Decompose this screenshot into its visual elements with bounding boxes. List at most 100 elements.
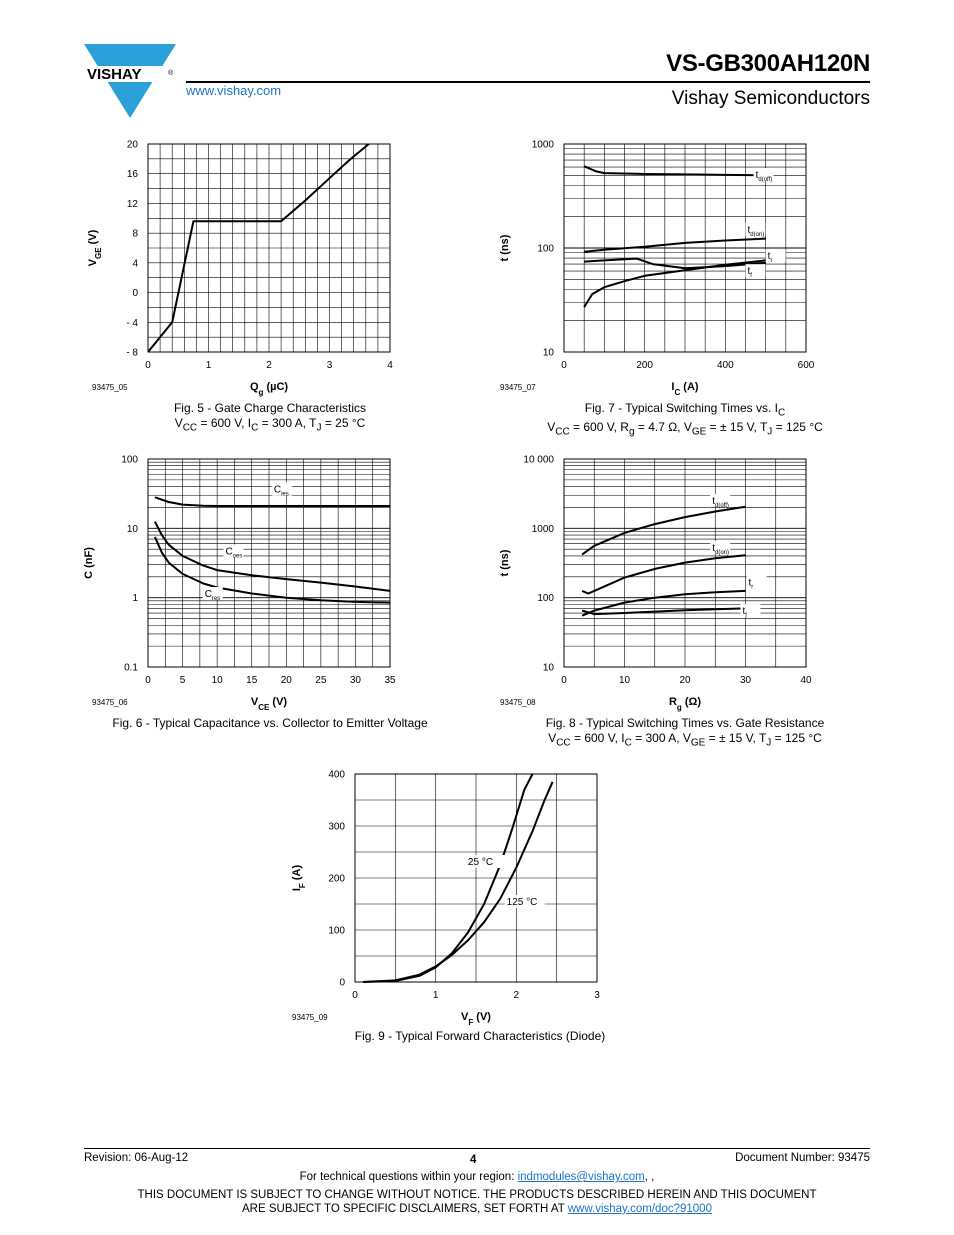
fig5-ytick-label: 4 [132,258,138,269]
fig8-frame [563,458,807,668]
fig9-xlabel: VF (V) [461,1011,491,1027]
fig9-chart: 0 1 2 3 0 100 200 300 400 VF (V) IF (A) 93475_09 25 … [291,770,600,1027]
fig7-series-line-3 [583,259,766,308]
fig9-ytick-label: 400 [328,770,345,781]
fig9-grid [354,773,598,983]
fig8-figure-code: 93475_08 [500,698,536,707]
fig5-ytick-label: 8 [132,229,138,240]
fig6-xtick-label: 25 [315,675,327,686]
fig7-xtick-label: 200 [636,360,653,371]
fig6-xtick-label: 5 [180,675,186,686]
company-subtitle: Vishay Semiconductors [671,88,870,109]
fig6-ytick-label: 10 [127,524,139,535]
fig5-caption-line-1: VCC = 600 V, IC = 300 A, TJ = 25 °C [174,416,366,434]
fig6-frame [147,458,391,668]
fig6-xtick-label: 30 [350,675,362,686]
fig6-series-label-bg-1 [223,544,244,558]
fig5-ylabel: VGE (V) [87,229,103,266]
svg-text:®: ® [168,69,174,77]
fig6-xtick-label: 20 [281,675,293,686]
website-link[interactable]: www.vishay.com [186,83,282,98]
header-rule [186,81,870,83]
fig9-figure-code: 93475_09 [292,1013,328,1022]
disclaimer-prefix: ARE SUBJECT TO SPECIFIC DISCLAIMERS, SET… [242,1203,568,1215]
fig5-xtick-label: 0 [145,360,151,371]
fig6-series-label-bg-2 [202,587,223,601]
fig7-caption-line-1: VCC = 600 V, Rg = 4.7 Ω, VGE = ± 15 V, T… [547,420,823,438]
fig5-xtick-label: 2 [266,360,272,371]
fig7-series-line-1 [584,237,766,253]
tech-email-link[interactable]: indmodules@vishay.com [517,1171,645,1183]
fig7-series-label-3: tf [748,266,753,279]
fig9-caption: Fig. 9 - Typical Forward Characteristics… [300,1029,660,1044]
fig8-grid [563,459,807,668]
fig9-caption-line-0: Fig. 9 - Typical Forward Characteristics… [354,1029,606,1043]
tech-contact: For technical questions within your regi… [0,1171,954,1183]
svg-text:VISHAY: VISHAY [87,66,141,83]
tech-contact-prefix: For technical questions within your regi… [299,1171,518,1183]
fig9-series-label-0: 25 °C [468,857,493,868]
fig6-series-label-bg-0 [271,482,292,496]
part-number-title: VS-GB300AH120N [666,50,870,77]
fig6-caption: Fig. 6 - Typical Capacitance vs. Collect… [80,716,460,731]
fig7-ytick-label: 1000 [532,140,555,151]
fig7-chart: 0 200 400 600 10 100 1000 IC (A) t (ns) 93475_07 t… [499,140,815,397]
revision-date: Revision: 06-Aug-12 [84,1152,189,1164]
fig5-ytick-label: 20 [127,140,139,151]
fig7-figure-code: 93475_07 [500,383,536,392]
fig9-ytick-label: 100 [328,926,345,937]
fig7-xtick-label: 0 [561,360,567,371]
disclaimer-link[interactable]: www.vishay.com/doc?91000 [567,1203,712,1215]
fig5-figure-code: 93475_05 [92,383,128,392]
fig8-chart: 0 10 20 30 40 10 100 1000 10 000 Rg (Ω) t (ns) 9347… [499,455,812,712]
fig7-ytick-label: 10 [543,348,555,359]
fig7-caption-line-0: Fig. 7 - Typical Switching Times vs. IC [584,401,786,419]
fig7-series-label-bg-0 [753,168,774,182]
fig8-series-label-bg-0 [710,493,731,507]
fig6-ytick-label: 0.1 [124,663,138,674]
fig8-ylabel: t (ns) [499,549,511,576]
fig8-series-line-3 [581,607,746,616]
fig8-series-label-3: tf [742,606,747,619]
fig5-xlabel: Qg (µC) [250,381,288,397]
fig8-xtick-label: 0 [561,675,567,686]
fig6-xtick-label: 0 [145,675,151,686]
fig8-ytick-label: 1000 [532,524,555,535]
fig5-xtick-label: 4 [387,360,393,371]
fig5-caption: Fig. 5 - Gate Charge Characteristics VCC … [120,401,420,435]
fig9-xtick-label: 1 [433,990,439,1001]
fig7-xlabel: IC (A) [671,381,699,397]
fig8-ytick-label: 100 [537,593,554,604]
fig8-xtick-label: 20 [679,675,691,686]
fig9-xtick-label: 3 [594,990,600,1001]
fig8-caption-line-1: VCC = 600 V, IC = 300 A, VGE = ± 15 V, T… [548,731,822,749]
fig5-ytick-label: 16 [127,169,139,180]
fig7-series-label-bg-1 [745,222,766,236]
fig7-series-line-0 [583,165,766,177]
fig6-caption-line-0: Fig. 6 - Typical Capacitance vs. Collect… [112,716,428,730]
fig6-xtick-label: 15 [246,675,258,686]
fig8-series-label-bg-3 [740,604,761,618]
fig8-series-line-0 [581,505,746,556]
fig7-series-label-2: tr [768,251,773,264]
fig5-xtick-label: 1 [206,360,212,371]
fig9-series-line-1 [363,781,554,983]
fig7-ytick-label: 100 [537,244,554,255]
fig5-series-line-0 [147,143,370,353]
fig8-series-line-2 [581,589,746,617]
fig7-caption: Fig. 7 - Typical Switching Times vs. IC V… [520,401,850,440]
fig8-caption: Fig. 8 - Typical Switching Times vs. Gat… [520,716,850,750]
fig8-xtick-label: 30 [740,675,752,686]
fig7-xtick-label: 400 [717,360,734,371]
fig8-series-label-2: tr [749,577,754,590]
fig8-series-label-bg-1 [710,541,731,555]
tech-contact-suffix: , , [644,1171,655,1183]
page-number: 4 [470,1154,477,1166]
fig5-frame [147,143,391,353]
fig6-grid [147,459,391,668]
fig5-ytick-label: - 8 [126,348,138,359]
fig8-ytick-label: 10 [543,663,555,674]
fig8-xtick-label: 10 [619,675,631,686]
fig8-xlabel: Rg (Ω) [669,696,701,712]
